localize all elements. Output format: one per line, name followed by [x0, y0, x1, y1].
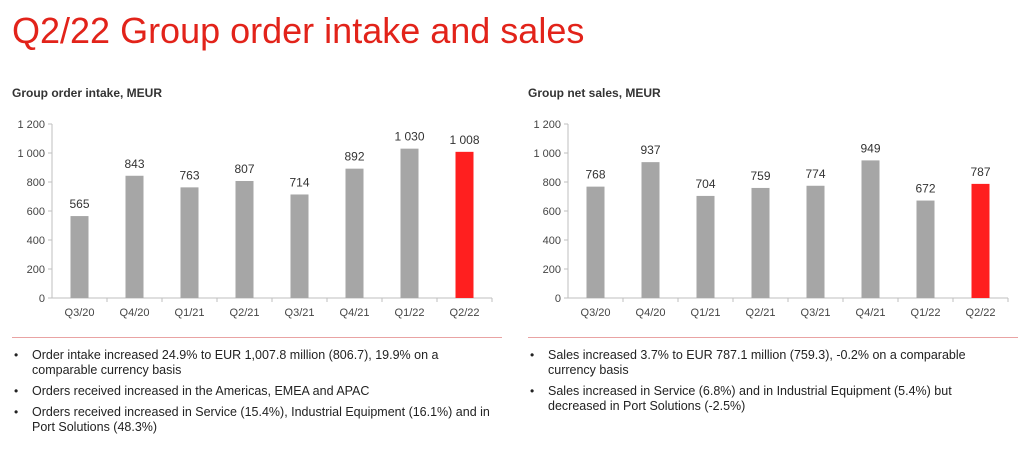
y-tick-label: 0 [39, 293, 45, 305]
bar [971, 183, 990, 298]
order-intake-panel: Group order intake, MEUR 0 200 400 600 800 1 … [12, 80, 502, 472]
y-tick-label: 400 [543, 235, 561, 247]
bar [751, 187, 770, 298]
x-tick-label: Q3/21 [285, 307, 315, 319]
net-sales-chart: 0 200 400 600 800 1 000 1 200 768 Q3/20 937 Q4/20 7… [533, 119, 1009, 319]
bullet-item: Orders received increased in Service (15… [12, 405, 497, 435]
data-label: 1 008 [449, 133, 479, 147]
bar [290, 194, 309, 298]
x-tick-label: Q1/22 [911, 307, 941, 319]
y-tick-label: 0 [555, 293, 561, 305]
x-tick-label: Q3/20 [65, 307, 95, 319]
bar [641, 162, 660, 298]
data-label: 787 [970, 165, 990, 179]
data-label: 714 [289, 175, 309, 189]
bar [70, 216, 89, 298]
data-label: 843 [124, 157, 144, 171]
y-tick-label: 1 200 [533, 119, 561, 131]
x-tick-label: Q2/22 [450, 307, 480, 319]
y-tick-label: 200 [543, 264, 561, 276]
x-tick-label: Q4/21 [340, 307, 370, 319]
order-intake-chart: 0 200 400 600 800 1 000 1 200 565 Q3/20 843 Q4/20 7… [17, 119, 493, 319]
x-tick-label: Q1/21 [691, 307, 721, 319]
x-tick-label: Q2/21 [230, 307, 260, 319]
x-tick-label: Q4/20 [120, 307, 150, 319]
x-tick-label: Q2/22 [966, 307, 996, 319]
x-tick-label: Q1/21 [175, 307, 205, 319]
x-tick-label: Q3/21 [801, 307, 831, 319]
data-label: 937 [640, 143, 660, 157]
data-label: 768 [585, 168, 605, 182]
bar [586, 186, 605, 298]
bar [180, 187, 199, 298]
section-divider [528, 337, 1018, 338]
y-tick-label: 600 [543, 206, 561, 218]
y-tick-label: 200 [27, 264, 45, 276]
data-label: 759 [750, 169, 770, 183]
data-label: 807 [234, 162, 254, 176]
bar [696, 195, 715, 298]
data-label: 565 [69, 197, 89, 211]
bullet-item: Sales increased in Service (6.8%) and in… [528, 384, 1013, 414]
y-tick-label: 1 200 [17, 119, 45, 131]
x-tick-label: Q1/22 [395, 307, 425, 319]
bar [806, 185, 825, 298]
y-tick-label: 1 000 [533, 148, 561, 160]
order-intake-bullets: Order intake increased 24.9% to EUR 1,00… [12, 348, 497, 441]
bar [125, 175, 144, 298]
y-tick-label: 600 [27, 206, 45, 218]
x-tick-label: Q4/21 [856, 307, 886, 319]
data-label: 763 [179, 168, 199, 182]
data-label: 892 [344, 150, 364, 164]
bar [916, 200, 935, 298]
bar [455, 151, 474, 298]
net-sales-panel: Group net sales, MEUR 0 200 400 600 800 1 000… [528, 80, 1018, 472]
x-tick-label: Q4/20 [636, 307, 666, 319]
bullet-item: Orders received increased in the America… [12, 384, 497, 399]
bar [400, 148, 419, 298]
bar [345, 168, 364, 298]
y-tick-label: 400 [27, 235, 45, 247]
x-tick-label: Q3/20 [581, 307, 611, 319]
y-tick-label: 1 000 [17, 148, 45, 160]
data-label: 774 [805, 167, 825, 181]
data-label: 1 030 [394, 130, 424, 144]
data-label: 672 [915, 182, 935, 196]
bar [861, 160, 880, 298]
x-tick-label: Q2/21 [746, 307, 776, 319]
bullet-item: Order intake increased 24.9% to EUR 1,00… [12, 348, 497, 378]
net-sales-chart-title: Group net sales, MEUR [528, 86, 661, 100]
data-label: 704 [695, 177, 715, 191]
y-tick-label: 800 [543, 177, 561, 189]
net-sales-bullets: Sales increased 3.7% to EUR 787.1 millio… [528, 348, 1013, 420]
page-title: Q2/22 Group order intake and sales [12, 10, 585, 51]
bar [235, 180, 254, 298]
section-divider [12, 337, 502, 338]
y-tick-label: 800 [27, 177, 45, 189]
bullet-item: Sales increased 3.7% to EUR 787.1 millio… [528, 348, 1013, 378]
order-intake-chart-title: Group order intake, MEUR [12, 86, 163, 100]
data-label: 949 [860, 141, 880, 155]
